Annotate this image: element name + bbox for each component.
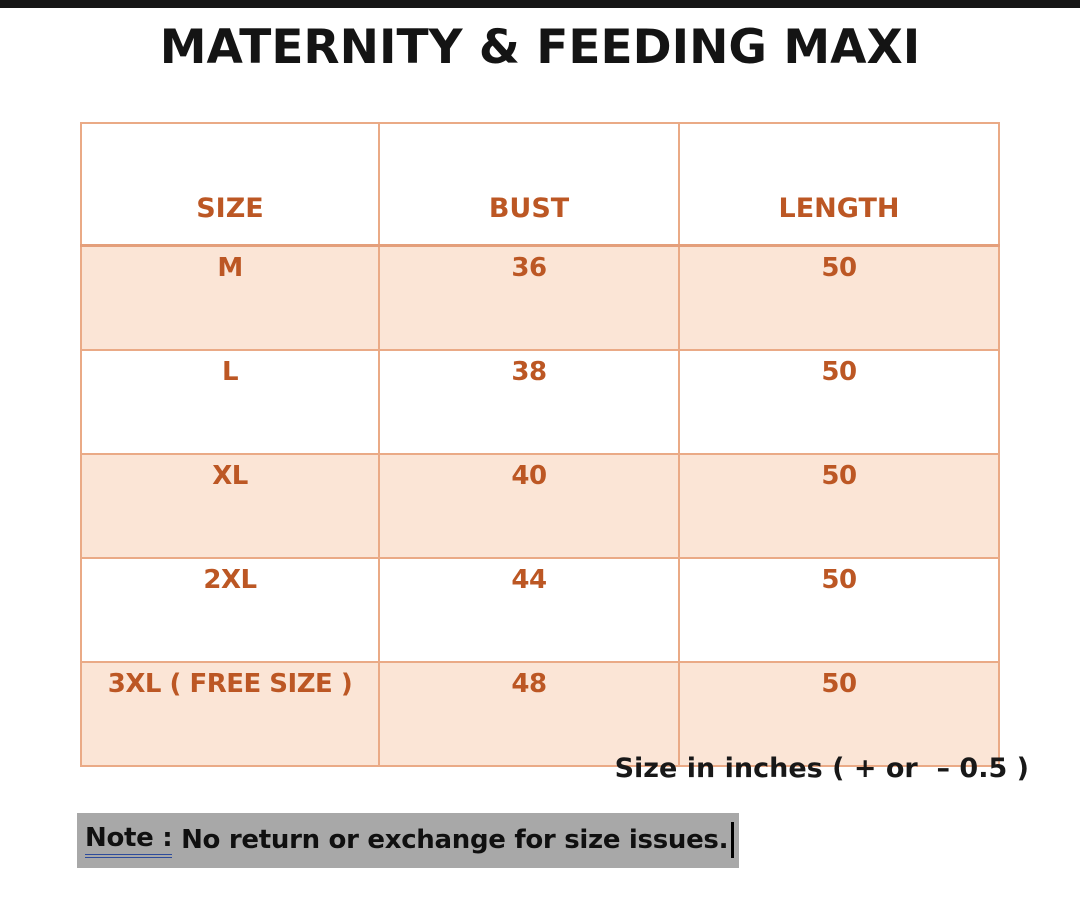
cell-size: 3XL ( FREE SIZE ) — [80, 661, 380, 767]
table-row: XL 40 50 — [80, 453, 1000, 559]
note-highlight-bar[interactable]: Note : No return or exchange for size is… — [77, 813, 740, 868]
page-title: MATERNITY & FEEDING MAXI — [159, 20, 921, 75]
table-row: M 36 50 — [80, 244, 1000, 351]
column-header-size: SIZE — [80, 122, 380, 247]
table-row: L 38 50 — [80, 349, 1000, 455]
cell-size: XL — [80, 453, 380, 559]
cell-size: 2XL — [80, 557, 380, 663]
table-header-row: SIZE BUST LENGTH — [80, 122, 1000, 247]
table-row: 2XL 44 50 — [80, 557, 1000, 663]
cell-length: 50 — [678, 661, 1000, 767]
cell-length: 50 — [678, 557, 1000, 663]
note-text: No return or exchange for size issues. — [172, 825, 729, 855]
column-header-length: LENGTH — [678, 122, 1000, 247]
cell-length: 50 — [678, 453, 1000, 559]
size-chart-table: SIZE BUST LENGTH M 36 50 L 38 50 XL 40 5… — [80, 122, 1000, 767]
size-units-footnote: Size in inches ( + or – 0.5 ) — [614, 753, 1029, 784]
cell-length: 50 — [678, 244, 1000, 351]
cell-bust: 38 — [378, 349, 680, 455]
cell-bust: 44 — [378, 557, 680, 663]
cell-bust: 40 — [378, 453, 680, 559]
cell-bust: 36 — [378, 244, 680, 351]
column-header-bust: BUST — [378, 122, 680, 247]
cell-length: 50 — [678, 349, 1000, 455]
table-row: 3XL ( FREE SIZE ) 48 50 — [80, 661, 1000, 767]
top-letterbox-bar — [0, 0, 1080, 8]
cell-size: M — [80, 244, 380, 351]
note-label: Note : — [85, 823, 173, 858]
cell-size: L — [80, 349, 380, 455]
text-cursor — [731, 822, 735, 858]
cell-bust: 48 — [378, 661, 680, 767]
